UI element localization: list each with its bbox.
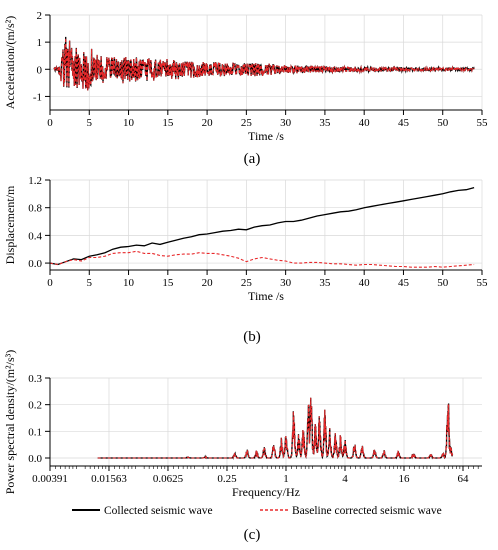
panel-b-grid [49,179,483,270]
panel-c-x-tick-label-4: 1 [283,473,289,485]
panel-a-x-tick-label-7: 35 [319,117,331,129]
panel-c-x-tick-label-3: 0.25 [217,473,237,485]
panel-b-x-tick-label-3: 15 [162,277,174,289]
panel-a-x-tick-label-1: 5 [87,117,93,129]
panel-c-x-tick-label-7: 64 [458,473,470,485]
panel-a-label: (a) [244,151,261,167]
panel-a-x-tick-label-9: 45 [398,117,410,129]
panel-a-x-tick-label-6: 30 [280,117,292,129]
panel-c-x-tick-label-0: 0.00391 [32,473,68,485]
panel-a-x-tick-label-11: 55 [477,117,489,129]
panel-a-x-tick-label-2: 10 [123,117,135,129]
panel-c-x-tick-label-2: 0.0625 [153,473,184,485]
panel-b-y-tick-label-3: 1.2 [28,175,42,187]
panel-c-x-tick-label-1: 0.01563 [91,473,127,485]
panel-a-y-tick-label-0: -1 [33,91,42,103]
panel-b-x-tick-label-6: 30 [280,277,292,289]
panel-a-x-tick-label-3: 15 [162,117,174,129]
panel-a-y-axis-label: Acceleration/(m/s²) [3,16,17,110]
panel-c-series-baseline-line [97,397,454,460]
panel-b-x-tick-label-1: 5 [87,277,93,289]
panel-b-series-collected-line [49,186,475,266]
panel-c-y-tick-label-3: 0.3 [28,373,42,385]
panel-b-y-tick-label-2: 0.8 [28,203,42,215]
panel-c-y-tick-label-1: 0.1 [28,426,42,438]
legend-label-baseline: Baseline corrected seismic wave [292,505,442,517]
panel-c-x-axis-label: Frequency/Hz [232,485,300,499]
legend-label-collected: Collected seismic wave [104,505,213,517]
panel-b-x-tick-label-2: 10 [123,277,135,289]
panel-b-x-tick-label-4: 20 [202,277,214,289]
panel-c-series-collected-line [97,397,454,460]
panel-c-label: (c) [244,527,261,543]
panel-b-x-tick-label-0: 0 [47,277,53,289]
panel-a-y-tick-label-3: 2 [37,10,43,22]
panel-a-series-baseline-line [53,37,475,91]
panel-a-acceleration-chart: 0 5 10 15 20 25 30 35 40 45 50 55 -1 0 1 2 Time /s Accele… [3,10,488,143]
panel-b-x-tick-label-10: 50 [437,277,449,289]
panel-b-y-tick-label-1: 0.4 [28,230,42,242]
panel-c-y-tick-label-2: 0.2 [28,400,42,412]
panel-c-psd-chart: 0.00391 0.01563 0.0625 0.25 1 4 16 64 0.0 0.1 0.2 0… [3,350,482,499]
panel-b-label: (b) [243,329,261,345]
panel-a-x-tick-label-8: 40 [359,117,371,129]
panel-a-y-tick-label-1: 0 [37,64,43,76]
panel-b-x-axis-label: Time /s [248,289,284,303]
panel-b-x-tick-label-11: 55 [477,277,489,289]
panel-b-y-tick-label-0: 0.0 [28,258,42,270]
panel-b-y-axis-label: Displacement/m [3,185,17,264]
panel-a-x-axis-label: Time /s [248,129,284,143]
panel-b-x-tick-label-5: 25 [241,277,253,289]
panel-a-x-tick-label-4: 20 [202,117,214,129]
panel-b-x-tick-label-9: 45 [398,277,410,289]
panel-c-y-axis-label: Power spectral density/(m²/s³) [3,350,17,495]
panel-a-x-tick-label-10: 50 [437,117,449,129]
panel-a-y-tick-label-2: 1 [37,37,43,49]
legend: Collected seismic wave Baseline correcte… [72,505,442,517]
panel-b-displacement-chart: 0 5 10 15 20 25 30 35 40 45 50 55 0.0 0.4 0.8 1.2 Time /… [3,175,488,303]
panel-c-y-tick-label-0: 0.0 [28,453,42,465]
panel-b-x-tick-label-8: 40 [359,277,371,289]
panel-a-x-tick-label-0: 0 [47,117,53,129]
panel-c-x-tick-label-5: 4 [342,473,348,485]
panel-b-x-tick-label-7: 35 [319,277,331,289]
panel-a-x-tick-label-5: 25 [241,117,253,129]
panel-b-series-baseline-line [49,250,475,268]
panel-c-x-tick-label-6: 16 [398,473,410,485]
